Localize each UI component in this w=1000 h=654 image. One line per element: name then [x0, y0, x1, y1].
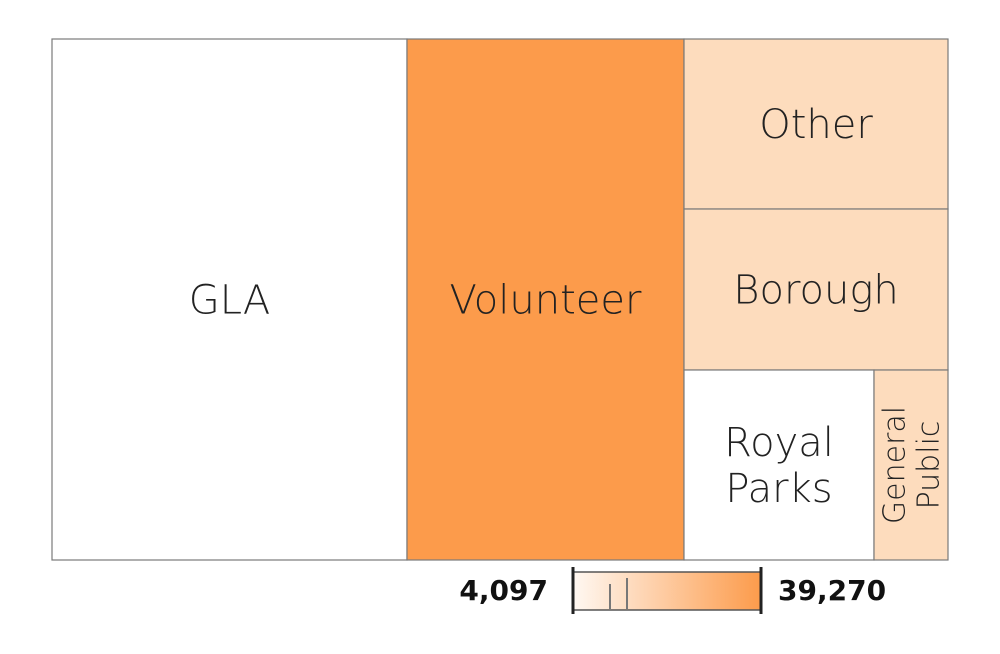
treemap-label-volunteer: Volunteer: [450, 278, 642, 324]
scale-min-label: 4,097: [459, 574, 548, 607]
treemap-label-borough: Borough: [733, 268, 898, 314]
treemap-cells: GLA Volunteer Other Borough Royal Parks Genera…: [51, 38, 949, 561]
treemap-label-other: Other: [759, 102, 873, 148]
treemap-label-general-public: GeneralPublic: [878, 406, 947, 524]
treemap-label-royal-parks: Royal Parks: [724, 420, 834, 512]
treemap-label-gla: GLA: [189, 278, 271, 324]
treemap-cell-gla: [51, 38, 408, 561]
treemap-cell-borough: [683, 208, 949, 371]
scale-max-label: 39,270: [778, 574, 886, 607]
treemap-cell-royal-parks: [683, 369, 875, 561]
treemap-cell-general-public: [873, 369, 949, 561]
treemap-cell-other: [683, 38, 949, 210]
scale-gradient-bar: [572, 571, 762, 611]
treemap-cell-volunteer: [406, 38, 685, 561]
color-scale-legend: 4,097 39,270: [459, 567, 886, 614]
